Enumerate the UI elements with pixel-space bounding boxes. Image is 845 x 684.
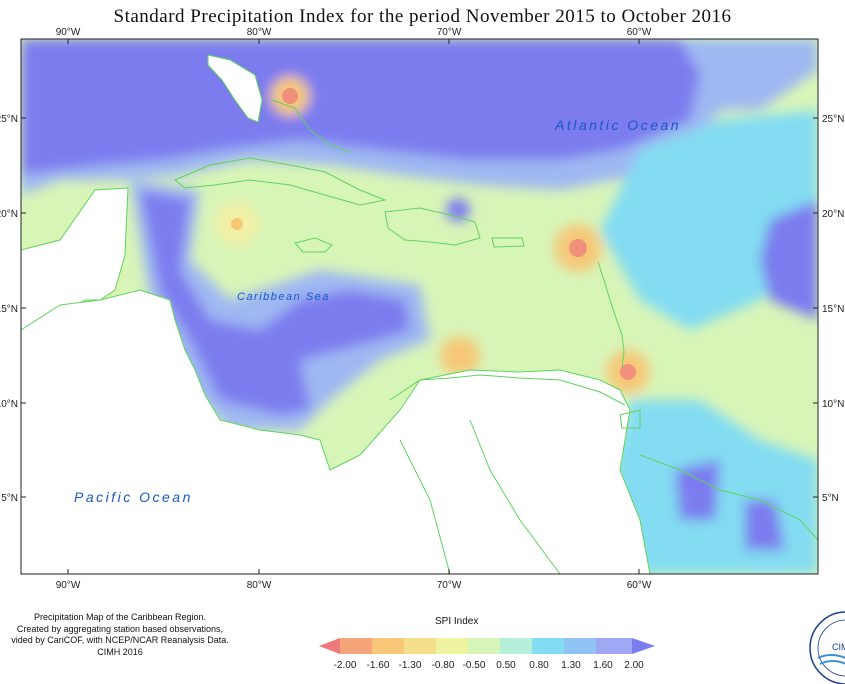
coast-rivers bbox=[399, 419, 561, 574]
legend-tick-0: -2.00 bbox=[334, 660, 357, 671]
caribbean-sea-label: Caribbean Sea bbox=[237, 291, 330, 303]
east-moist-band bbox=[600, 110, 818, 330]
land-florida bbox=[207, 54, 263, 123]
lat-label-left-5n: 5°N bbox=[1, 493, 18, 504]
legend-tick-6: 0.80 bbox=[529, 660, 549, 671]
lon-label-top-90w: 90°W bbox=[56, 27, 81, 38]
logo-wave-1 bbox=[817, 654, 845, 659]
lat-label-right-25n: 25°N bbox=[822, 114, 844, 125]
legend-swatch-3 bbox=[404, 638, 436, 654]
map-frame bbox=[20, 38, 819, 575]
lat-label-left-15n: 15°N bbox=[0, 304, 18, 315]
pacific-ocean-label: Pacific Ocean bbox=[74, 489, 193, 505]
lat-label-left-20n: 20°N bbox=[0, 209, 18, 220]
logo-inner-ring bbox=[817, 619, 845, 677]
lat-label-left-25n: 25°N bbox=[0, 114, 18, 125]
land-central-america bbox=[21, 289, 651, 574]
lat-label-right-20n: 20°N bbox=[822, 209, 844, 220]
coast-bahamas bbox=[271, 99, 351, 153]
legend-swatch-7 bbox=[532, 638, 564, 654]
coast-trinidad bbox=[619, 409, 641, 429]
western-caribbean-very-wet-area bbox=[140, 190, 410, 415]
legend-title: SPI Index bbox=[435, 616, 479, 627]
spi-legend-bar bbox=[319, 638, 655, 654]
atlantic-ocean-label: Atlantic Ocean bbox=[554, 117, 681, 133]
lat-label-left-10n: 10°N bbox=[0, 399, 18, 410]
spi-field bbox=[21, 39, 818, 574]
legend-swatch-6 bbox=[500, 638, 532, 654]
legend-arrow-left bbox=[319, 638, 340, 654]
legend-tick-7: 1.30 bbox=[561, 660, 581, 671]
dry-core-puerto-rico bbox=[569, 239, 587, 257]
dry-core-windwards bbox=[620, 364, 636, 380]
legend-tick-5: 0.50 bbox=[496, 660, 516, 671]
legend-swatch-9 bbox=[596, 638, 632, 654]
legend-tick-1: -1.60 bbox=[367, 660, 390, 671]
east-very-wet-area bbox=[760, 200, 818, 320]
logo-wave-2 bbox=[819, 660, 845, 665]
coast-venezuela bbox=[389, 374, 626, 406]
coast-cuba bbox=[174, 157, 387, 206]
cimh-logo: CIM bbox=[809, 611, 845, 684]
legend-tick-labels: -2.00 -1.60 -1.30 -0.80 -0.50 0.50 0.80 … bbox=[334, 660, 645, 671]
legend-swatch-5 bbox=[468, 638, 500, 654]
coastlines bbox=[174, 99, 818, 574]
lon-label-bottom-90w: 90°W bbox=[56, 580, 81, 591]
guianas-very-wet-area-1 bbox=[675, 460, 720, 520]
logo-outer-ring bbox=[809, 611, 845, 684]
tick-marks bbox=[21, 39, 818, 574]
caption-line-3: vided by CariCOF, with NCEP/NCAR Reanaly… bbox=[11, 635, 229, 645]
legend-swatch-8 bbox=[564, 638, 596, 654]
lat-label-right-5n: 5°N bbox=[822, 493, 839, 504]
coast-lesser-antilles bbox=[597, 261, 625, 369]
lat-label-right-10n: 10°N bbox=[822, 399, 844, 410]
lon-label-bottom-70w: 70°W bbox=[437, 580, 462, 591]
legend-tick-2: -1.30 bbox=[399, 660, 422, 671]
caption-line-2: Created by aggregating station based obs… bbox=[16, 623, 224, 634]
lon-label-top-60w: 60°W bbox=[627, 27, 652, 38]
caption-line-1: Precipitation Map of the Caribbean Regio… bbox=[33, 612, 207, 622]
dry-spot-aruba bbox=[440, 336, 480, 376]
dry-core-bahamas bbox=[282, 88, 298, 104]
caption-line-4: CIMH 2016 bbox=[97, 646, 143, 657]
legend-tick-4: -0.50 bbox=[463, 660, 486, 671]
coast-hispaniola bbox=[384, 207, 481, 246]
legend-tick-8: 1.60 bbox=[593, 660, 613, 671]
legend-swatch-4 bbox=[436, 638, 468, 654]
wet-spot-hispaniola bbox=[446, 198, 470, 222]
legend-tick-9: 2.00 bbox=[624, 660, 644, 671]
coast-guianas bbox=[639, 454, 818, 541]
lon-label-bottom-80w: 80°W bbox=[247, 580, 272, 591]
lat-label-right-15n: 15°N bbox=[822, 304, 844, 315]
logo-text: CIM bbox=[832, 642, 845, 652]
coast-puerto-rico bbox=[491, 237, 525, 248]
lon-label-top-80w: 80°W bbox=[247, 27, 272, 38]
legend-tick-3: -0.80 bbox=[432, 660, 455, 671]
legend-swatch-2 bbox=[372, 638, 404, 654]
map-title: Standard Precipitation Index for the per… bbox=[113, 6, 732, 27]
guianas-very-wet-area-2 bbox=[745, 500, 785, 550]
dry-core-cuba-west bbox=[231, 218, 243, 230]
coast-jamaica bbox=[294, 237, 333, 253]
legend-swatch-1 bbox=[340, 638, 372, 654]
legend-arrow-right bbox=[632, 638, 655, 654]
lon-label-bottom-60w: 60°W bbox=[627, 580, 652, 591]
lon-label-top-70w: 70°W bbox=[437, 27, 462, 38]
map-caption: Precipitation Map of the Caribbean Regio… bbox=[0, 612, 240, 658]
northern-very-wet-area bbox=[21, 39, 700, 175]
